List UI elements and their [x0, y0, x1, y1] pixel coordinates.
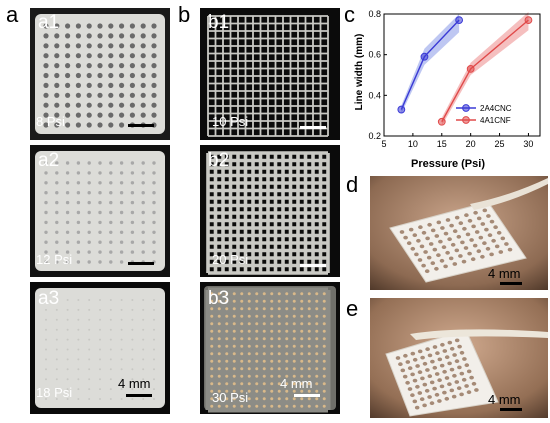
scale-bar-label: 4 mm: [118, 376, 151, 391]
scale-bar: [500, 408, 522, 411]
photo-label: a3: [38, 288, 60, 309]
panel-letter-c: c: [344, 2, 355, 27]
y-tick-label: 0.4: [368, 90, 381, 100]
scale-bar: [128, 124, 154, 127]
flexible-lattice-in-tweezers-image: [370, 298, 548, 418]
line-width-chart: 5 10 15 20 25 30 0.2 0.4 0.6 0.8 2A4CNC 4A1CNF Pre…: [354, 9, 541, 170]
x-tick-label: 30: [523, 139, 533, 149]
x-tick-label: 15: [437, 139, 447, 149]
photo-b1: [200, 8, 340, 140]
data-point: [397, 105, 406, 114]
printed-lattice-opaque-image: [35, 151, 165, 271]
y-tick-label: 0.2: [368, 131, 381, 141]
photo-label: a2: [38, 150, 60, 171]
photo-b2: [200, 145, 340, 277]
scale-bar: [300, 264, 326, 267]
pressure-label: 10 Psi: [212, 114, 249, 129]
x-tick-label: 5: [381, 139, 386, 149]
data-point: [524, 16, 533, 25]
legend-label: 2A4CNC: [480, 104, 512, 113]
x-tick-label: 10: [408, 139, 418, 149]
panel-letter-a: a: [6, 2, 19, 27]
legend-marker: [462, 104, 470, 112]
photo-d: [370, 176, 548, 290]
scale-bar-label: 4 mm: [488, 392, 521, 407]
pressure-label: 12 Psi: [36, 252, 73, 267]
printed-lattice-transparent-image: [206, 151, 330, 275]
pressure-label: 18 Psi: [36, 385, 73, 400]
scale-bar: [126, 394, 152, 397]
x-axis-label: Pressure (Psi): [411, 158, 485, 170]
scale-bar-label: 4 mm: [488, 266, 521, 281]
photo-label: b1: [208, 12, 230, 33]
photo-label: a1: [38, 12, 60, 33]
photo-label: b2: [208, 150, 230, 171]
pressure-label: 20 Psi: [212, 252, 249, 267]
photo-b3: [200, 282, 340, 414]
legend-label: 4A1CNF: [480, 116, 511, 125]
printed-lattice-opaque-image: [35, 14, 165, 134]
x-tick-label: 25: [495, 139, 505, 149]
scale-bar-label: 4 mm: [280, 376, 313, 391]
pressure-label: 30 Psi: [212, 390, 249, 405]
scale-bar: [300, 126, 326, 129]
data-point: [420, 52, 429, 61]
plot-frame: [383, 13, 541, 137]
photo-a2: [30, 145, 170, 277]
y-tick-label: 0.6: [368, 50, 381, 60]
panel-letter-d: d: [346, 172, 359, 197]
y-tick-label: 0.8: [368, 9, 381, 19]
data-point: [437, 117, 446, 126]
x-tick-label: 20: [466, 139, 476, 149]
scale-bar: [294, 394, 320, 397]
printed-lattice-transparent-image: [207, 15, 329, 137]
printed-lattice-transparent-image: [204, 286, 336, 413]
panel-letter-b: b: [178, 2, 191, 27]
confidence-band: [401, 14, 460, 114]
legend-marker: [462, 116, 470, 124]
confidence-band: [441, 11, 529, 126]
y-axis-label: Line width (mm): [354, 34, 365, 111]
photo-e: [370, 298, 548, 418]
scale-bar: [128, 262, 154, 265]
printed-lattice-opaque-image: [35, 288, 165, 408]
photo-label: b3: [208, 288, 230, 309]
data-point: [455, 16, 464, 25]
panel-letter-e: e: [346, 296, 359, 321]
photo-a1: [30, 8, 170, 140]
scale-bar: [500, 282, 522, 285]
data-point: [466, 65, 475, 73]
flexible-lattice-in-tweezers-image: [370, 176, 548, 290]
pressure-label: 8 Psi: [36, 114, 65, 129]
photo-a3: [30, 282, 170, 414]
